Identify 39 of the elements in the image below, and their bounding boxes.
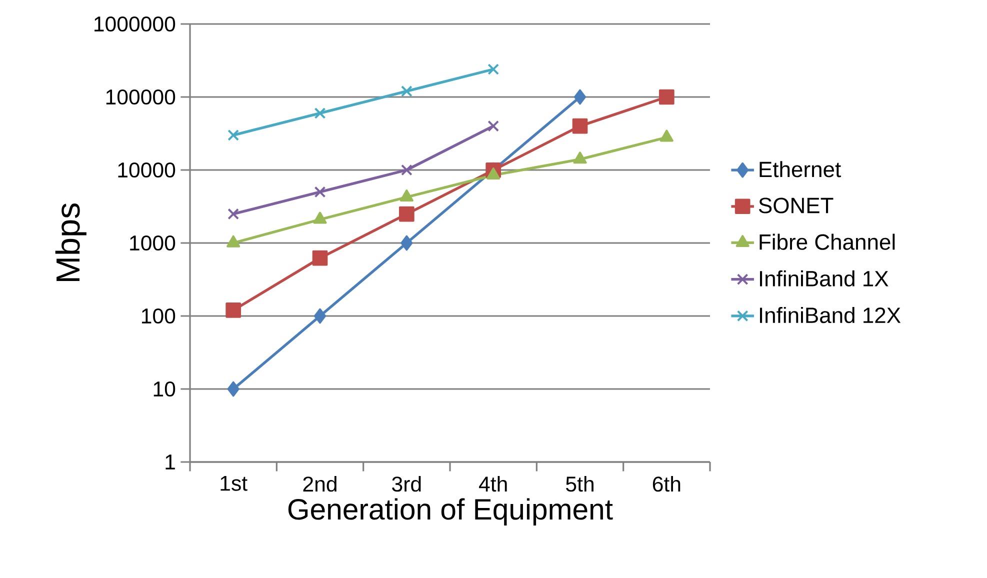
point	[572, 118, 588, 134]
legend-label: Ethernet	[760, 161, 841, 178]
point	[400, 235, 413, 251]
point	[400, 86, 412, 97]
y-tick-label: 10	[154, 381, 176, 397]
point	[228, 129, 240, 141]
point	[573, 152, 587, 164]
legend-label: SONET	[758, 198, 834, 214]
point	[400, 164, 412, 176]
point	[314, 186, 326, 198]
x-tick-label: 2nd	[303, 476, 336, 492]
point	[314, 107, 326, 119]
y-tick-label: 1000	[130, 235, 176, 251]
point	[660, 130, 674, 142]
point	[227, 381, 240, 397]
point	[488, 120, 500, 132]
legend-label: Fibre Channel	[760, 234, 895, 250]
point	[312, 250, 328, 266]
point	[574, 89, 586, 105]
legend-label: InfiniBand 1X	[760, 270, 888, 286]
y-axis-title: Mbps	[55, 203, 86, 282]
x-tick-label: 5th	[566, 476, 594, 492]
x-tick-label: 4th	[478, 476, 507, 492]
point	[228, 208, 240, 220]
x-tick-label: 3rd	[392, 476, 421, 492]
x-axis-title: Generation of Equipment	[288, 498, 613, 526]
y-tick-label: 100000	[106, 89, 176, 105]
legend-label: InfiniBand 12X	[760, 306, 901, 324]
y-tick-label: 1	[166, 454, 175, 470]
point	[314, 308, 326, 324]
x-tick-label: 6th	[652, 476, 680, 492]
y-tick-label: 100	[142, 308, 176, 324]
point	[659, 89, 674, 105]
y-tick-label: 1000000	[94, 16, 176, 32]
point	[399, 206, 414, 222]
x-tick-label: 1st	[220, 476, 248, 491]
point	[488, 64, 500, 75]
point	[226, 302, 242, 318]
y-tick-label: 10000	[118, 162, 176, 178]
